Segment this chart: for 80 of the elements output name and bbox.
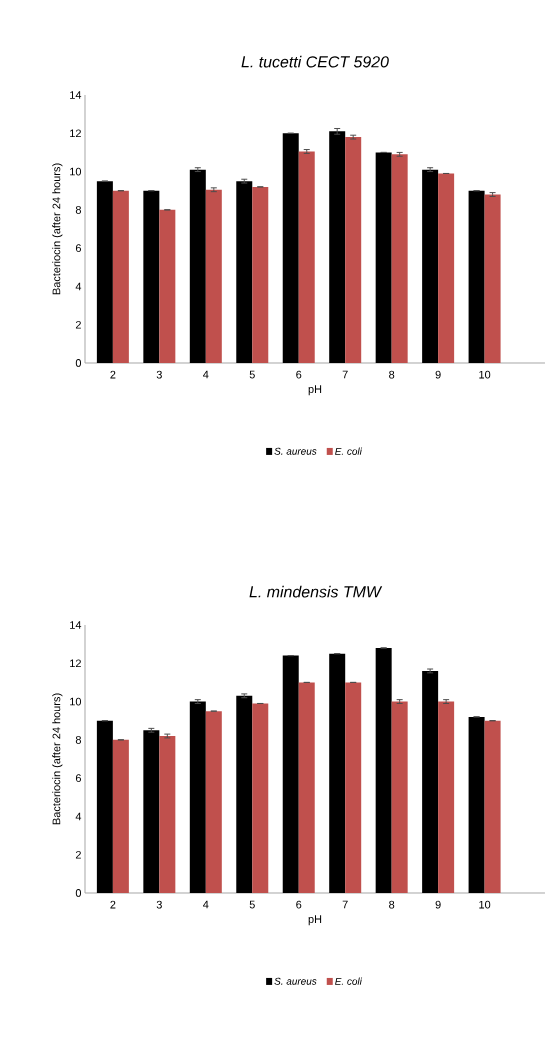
x-tick-label: 9	[435, 370, 441, 379]
bar	[484, 194, 501, 363]
x-tick-label: 3	[156, 900, 162, 909]
bar	[468, 716, 485, 893]
y-tick-label: 4	[75, 282, 82, 291]
bar	[391, 701, 408, 893]
bar	[159, 209, 176, 363]
y-tick-label: 0	[75, 889, 82, 897]
y-tick-label: 8	[75, 205, 81, 214]
bar	[189, 701, 206, 893]
bar	[391, 154, 408, 363]
chart-title: L. tucetti CECT 5920	[241, 55, 389, 68]
y-tick-label: 4	[75, 812, 82, 821]
bar	[96, 720, 113, 893]
bar	[282, 133, 299, 363]
bar	[205, 189, 222, 363]
y-tick-label: 6	[75, 244, 81, 253]
x-tick-label: 8	[389, 900, 395, 909]
x-tick-label: 9	[435, 900, 441, 909]
legend-label: E. coli	[335, 977, 363, 985]
y-tick-label: 6	[75, 774, 81, 783]
bar	[422, 169, 439, 363]
bar	[143, 730, 160, 893]
x-tick-label: 5	[249, 900, 255, 909]
x-tick-label: 6	[296, 900, 302, 909]
x-tick-label: 10	[479, 370, 491, 379]
bar	[375, 647, 392, 893]
bar	[112, 739, 129, 893]
y-tick-label: 0	[75, 359, 82, 367]
x-tick-label: 2	[110, 900, 116, 909]
x-tick-label: 8	[389, 370, 395, 379]
x-tick-label: 3	[156, 370, 162, 379]
bar	[298, 151, 315, 363]
x-tick-label: 10	[479, 900, 491, 909]
x-tick-label: 7	[342, 370, 348, 379]
bar	[345, 137, 362, 363]
y-tick-label: 14	[70, 91, 82, 99]
bar	[112, 190, 129, 363]
x-tick-label: 5	[249, 370, 255, 379]
y-tick-label: 14	[70, 621, 82, 629]
x-axis-title: pH	[308, 385, 322, 396]
bar	[236, 181, 253, 363]
bar	[375, 152, 392, 363]
y-tick-label: 10	[70, 697, 82, 706]
x-tick-label: 2	[110, 370, 116, 379]
bar	[468, 190, 485, 363]
bar	[189, 169, 206, 363]
bar	[252, 186, 269, 363]
bar	[298, 682, 315, 893]
bar	[143, 190, 160, 363]
y-tick-label: 12	[70, 129, 81, 138]
bar	[282, 655, 299, 893]
y-tick-label: 2	[75, 850, 81, 859]
chart-title: L. mindensis TMW	[249, 585, 383, 598]
y-tick-label: 2	[75, 320, 81, 329]
legend-label: E. coli	[335, 447, 363, 455]
bar	[205, 711, 222, 893]
bar	[329, 131, 346, 363]
bar	[236, 695, 253, 893]
y-tick-label: 10	[70, 167, 82, 176]
x-tick-label: 4	[203, 900, 209, 909]
x-tick-label: 4	[203, 370, 209, 379]
bar	[159, 736, 176, 893]
bar	[252, 703, 269, 893]
y-axis-title: Bacteriocin (after 24 hours)	[52, 163, 63, 295]
bar	[422, 670, 439, 893]
bar	[438, 173, 455, 363]
bar	[345, 682, 362, 893]
x-tick-label: 7	[342, 900, 348, 909]
y-tick-label: 12	[70, 659, 81, 668]
legend-label: S. aureus	[274, 977, 317, 985]
bar	[484, 720, 501, 893]
bar	[438, 701, 455, 893]
bar	[96, 181, 113, 363]
bar	[329, 653, 346, 893]
y-axis-title: Bacteriocin (after 24 hours)	[52, 693, 63, 825]
x-tick-label: 6	[296, 370, 302, 379]
legend-label: S. aureus	[274, 447, 317, 455]
y-tick-label: 8	[75, 735, 81, 744]
x-axis-title: pH	[308, 915, 322, 926]
